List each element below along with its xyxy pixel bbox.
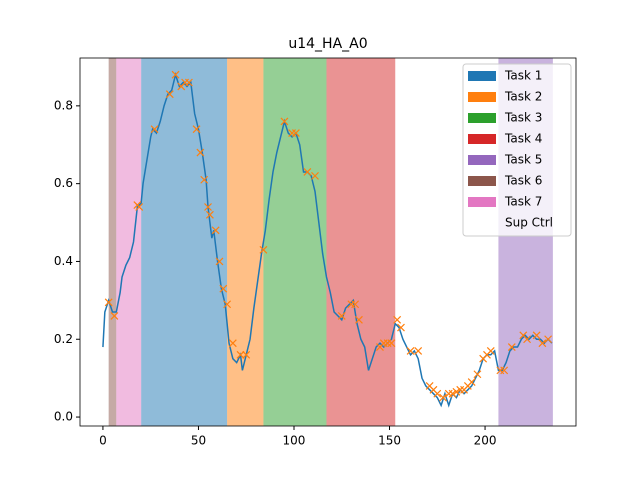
legend-label: Task 4 (504, 132, 542, 146)
marker (387, 339, 396, 348)
marker (135, 203, 144, 211)
x-tick-label: 0 (99, 434, 107, 448)
marker (228, 339, 237, 348)
marker (351, 300, 360, 309)
marker (406, 346, 415, 355)
marker (204, 203, 212, 211)
task-span (141, 58, 228, 426)
marker (219, 284, 228, 293)
x-tick-label: 200 (474, 434, 497, 448)
marker (448, 389, 457, 398)
marker (532, 331, 541, 340)
legend-swatch (468, 218, 496, 228)
marker (291, 129, 300, 138)
marker (439, 393, 447, 402)
marker (486, 346, 495, 355)
marker (303, 168, 312, 176)
legend-swatch (468, 155, 496, 165)
marker (150, 125, 159, 134)
x-tick-label: 100 (283, 434, 306, 448)
plot-frame (79, 57, 577, 427)
marker (223, 300, 232, 309)
legend-swatch (468, 176, 496, 186)
marker (205, 210, 214, 219)
marker (433, 389, 442, 398)
marker (507, 343, 516, 351)
marker (211, 226, 220, 235)
chart-title: u14_HA_A0 (288, 36, 367, 52)
marker (280, 117, 289, 126)
marker (196, 148, 205, 157)
marker (192, 125, 201, 134)
legend-label: Task 3 (504, 111, 542, 125)
marker (104, 298, 113, 307)
legend-swatch (468, 92, 496, 102)
legend-swatch (468, 71, 496, 81)
legend-label: Task 6 (504, 174, 542, 188)
legend-label: Task 2 (504, 90, 542, 104)
marker (355, 315, 363, 324)
y-tick-label: 0.4 (54, 254, 73, 268)
task-span (116, 58, 142, 426)
task-span (326, 58, 396, 426)
marker (165, 90, 174, 99)
marker (523, 335, 532, 344)
marker (393, 315, 402, 324)
marker (444, 389, 453, 398)
marker (184, 78, 193, 87)
marker (397, 323, 405, 332)
marker (110, 311, 119, 320)
marker (452, 387, 461, 396)
x-tick-label: 150 (378, 434, 401, 448)
marker (215, 257, 224, 266)
marker (242, 350, 251, 359)
marker (414, 346, 423, 355)
marker (171, 70, 180, 79)
legend-label: Task 7 (504, 195, 542, 209)
marker (467, 378, 476, 386)
legend-label: Sup Ctrl (505, 216, 553, 230)
task-span (263, 58, 327, 426)
legend-swatch (468, 113, 496, 123)
marker (500, 366, 509, 375)
line (102, 72, 553, 408)
y-tick-label: 0.8 (54, 98, 73, 112)
legend-swatch (468, 197, 496, 207)
marker (311, 171, 319, 180)
y-tick-label: 0.2 (54, 332, 73, 346)
marker (236, 350, 245, 359)
marker (337, 311, 346, 320)
legend-label: Task 5 (504, 153, 542, 167)
marker (544, 335, 553, 344)
marker (259, 245, 268, 254)
task-span (227, 58, 264, 426)
legend-box (462, 63, 572, 237)
marker (200, 175, 209, 184)
legend-label: Task 1 (504, 69, 542, 83)
marker (473, 370, 482, 379)
task-span (108, 58, 117, 426)
y-tick-label: 0.6 (54, 176, 73, 190)
x-tick-label: 50 (191, 434, 206, 448)
legend-swatch (468, 134, 496, 144)
marker (538, 339, 547, 348)
y-tick-label: 0.0 (54, 410, 73, 424)
